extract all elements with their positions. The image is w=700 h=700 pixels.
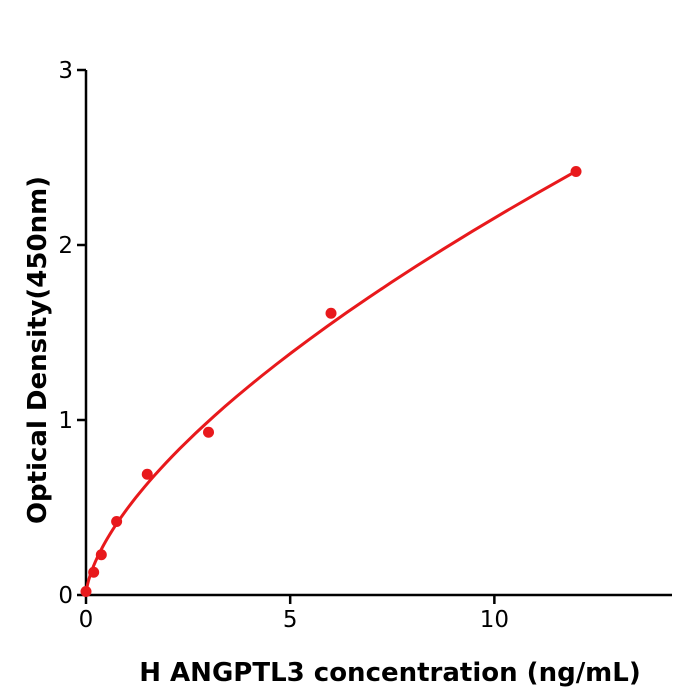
fit-curve: [84, 169, 578, 593]
data-point: [203, 426, 215, 438]
y-tick-label: 2: [58, 233, 73, 259]
y-axis-label: Optical Density(450nm): [23, 176, 53, 524]
axes-layer: 0 1 2 3 0 5 10: [58, 58, 672, 633]
y-tick-label: 1: [58, 408, 73, 434]
data-point: [570, 166, 582, 177]
y-tick-label: 3: [58, 58, 73, 84]
x-tick-label: 0: [79, 607, 94, 633]
y-tick-label: 0: [58, 583, 73, 609]
x-tick-label: 5: [283, 607, 298, 633]
plot-layer: [80, 166, 582, 597]
data-point: [325, 307, 337, 319]
x-axis-label: H ANGPTL3 concentration (ng/mL): [139, 658, 640, 688]
data-point: [141, 468, 153, 480]
x-tick-label: 10: [480, 607, 509, 633]
data-point: [111, 516, 123, 527]
data-point: [80, 586, 92, 597]
data-point: [95, 549, 107, 561]
data-point: [88, 566, 100, 578]
